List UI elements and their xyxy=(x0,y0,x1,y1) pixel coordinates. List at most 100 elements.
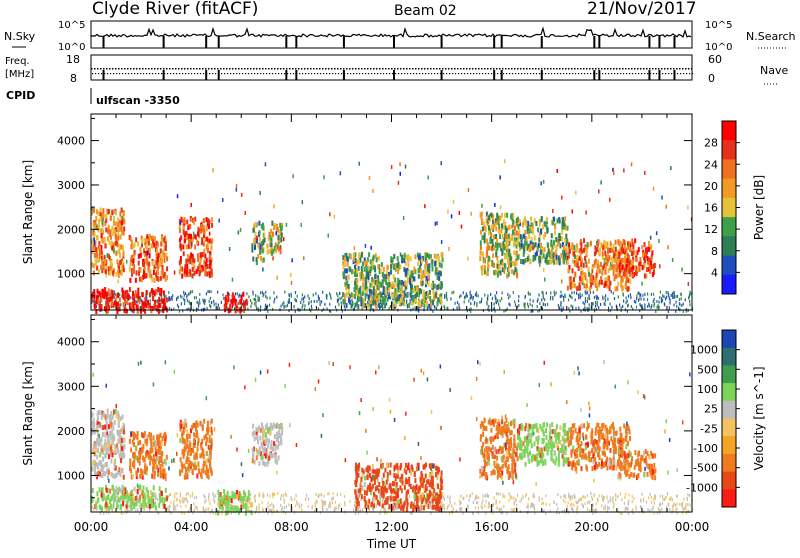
range-cell xyxy=(543,302,544,305)
range-cell xyxy=(671,294,672,297)
range-cell xyxy=(198,228,200,233)
range-cell xyxy=(687,206,689,210)
range-cell xyxy=(481,300,482,303)
range-cell xyxy=(502,267,504,272)
range-cell xyxy=(108,288,110,293)
range-cell xyxy=(459,499,460,502)
range-cell xyxy=(153,243,155,248)
range-cell xyxy=(512,261,514,266)
range-cell xyxy=(403,216,405,220)
range-cell xyxy=(620,493,621,496)
range-cell xyxy=(114,463,116,468)
range-cell xyxy=(493,263,495,268)
freq-dot xyxy=(373,68,375,70)
range-cell xyxy=(397,283,399,288)
range-cell xyxy=(510,263,512,268)
nave-dot xyxy=(635,73,636,74)
range-cell xyxy=(496,213,498,218)
range-cell xyxy=(573,504,574,507)
range-cell xyxy=(167,507,168,510)
range-cell xyxy=(170,298,171,301)
nave-dot xyxy=(194,73,195,74)
nave-dot xyxy=(212,73,213,74)
colorbar-segment xyxy=(722,159,736,179)
range-cell xyxy=(528,498,529,501)
nave-dot xyxy=(548,73,549,74)
range-cell xyxy=(687,503,688,506)
range-cell xyxy=(487,294,488,297)
range-cell xyxy=(286,494,287,497)
range-cell xyxy=(111,300,113,305)
range-cell xyxy=(605,294,606,297)
y-axis-label: Slant Range [km] xyxy=(21,160,35,264)
range-cell xyxy=(107,409,109,414)
range-cell xyxy=(587,300,588,303)
range-cell xyxy=(624,496,625,499)
range-cell xyxy=(123,267,125,272)
freq-dot xyxy=(370,68,372,70)
range-cell xyxy=(151,261,153,266)
range-cell xyxy=(262,249,264,254)
range-cell xyxy=(122,468,124,473)
range-cell xyxy=(234,299,236,304)
range-cell xyxy=(484,232,486,237)
range-cell xyxy=(94,304,96,309)
range-cell xyxy=(354,272,356,277)
range-cell xyxy=(359,252,361,257)
range-cell xyxy=(129,278,131,283)
range-cell xyxy=(381,293,383,298)
range-cell xyxy=(320,303,321,306)
range-cell xyxy=(374,267,376,272)
nave-dot xyxy=(311,73,312,74)
range-cell xyxy=(208,224,210,229)
range-cell xyxy=(256,506,257,509)
nave-dot xyxy=(290,73,291,74)
range-cell xyxy=(351,292,353,297)
range-cell xyxy=(427,307,428,310)
range-cell xyxy=(488,216,490,221)
range-cell xyxy=(431,262,433,267)
range-cell xyxy=(287,304,288,307)
range-cell xyxy=(418,307,419,310)
freq-dot xyxy=(286,68,288,70)
range-cell xyxy=(123,226,125,231)
range-cell xyxy=(554,501,555,504)
range-cell xyxy=(598,189,600,193)
range-cell xyxy=(382,272,384,277)
freq-dot xyxy=(592,68,594,70)
range-cell xyxy=(190,494,191,497)
range-cell xyxy=(309,297,310,300)
range-cell xyxy=(354,281,356,286)
range-cell xyxy=(581,503,582,506)
range-cell xyxy=(508,499,509,502)
range-cell xyxy=(535,221,537,226)
range-cell xyxy=(106,414,108,419)
freq-dot xyxy=(655,68,657,70)
range-cell xyxy=(104,239,106,244)
range-cell xyxy=(580,296,581,299)
range-cell xyxy=(123,218,125,222)
range-cell xyxy=(406,281,408,286)
range-cell xyxy=(428,282,430,287)
range-cell xyxy=(259,250,261,255)
range-cell xyxy=(575,500,576,503)
freq-dot xyxy=(277,68,279,70)
range-cell xyxy=(570,284,572,289)
nave-dot xyxy=(596,73,597,74)
range-cell xyxy=(255,494,256,497)
range-cell xyxy=(273,291,274,294)
range-cell xyxy=(362,508,363,511)
range-cell xyxy=(354,504,355,507)
range-cell xyxy=(516,504,517,507)
range-cell xyxy=(213,300,214,303)
range-cell xyxy=(209,238,211,243)
range-cell xyxy=(656,300,657,303)
range-cell xyxy=(501,507,502,510)
range-cell xyxy=(314,300,315,303)
range-cell xyxy=(267,297,268,300)
range-cell xyxy=(112,473,114,478)
range-cell xyxy=(379,282,381,287)
nave-dot xyxy=(539,73,540,74)
range-cell xyxy=(98,228,100,233)
range-cell xyxy=(605,265,607,270)
